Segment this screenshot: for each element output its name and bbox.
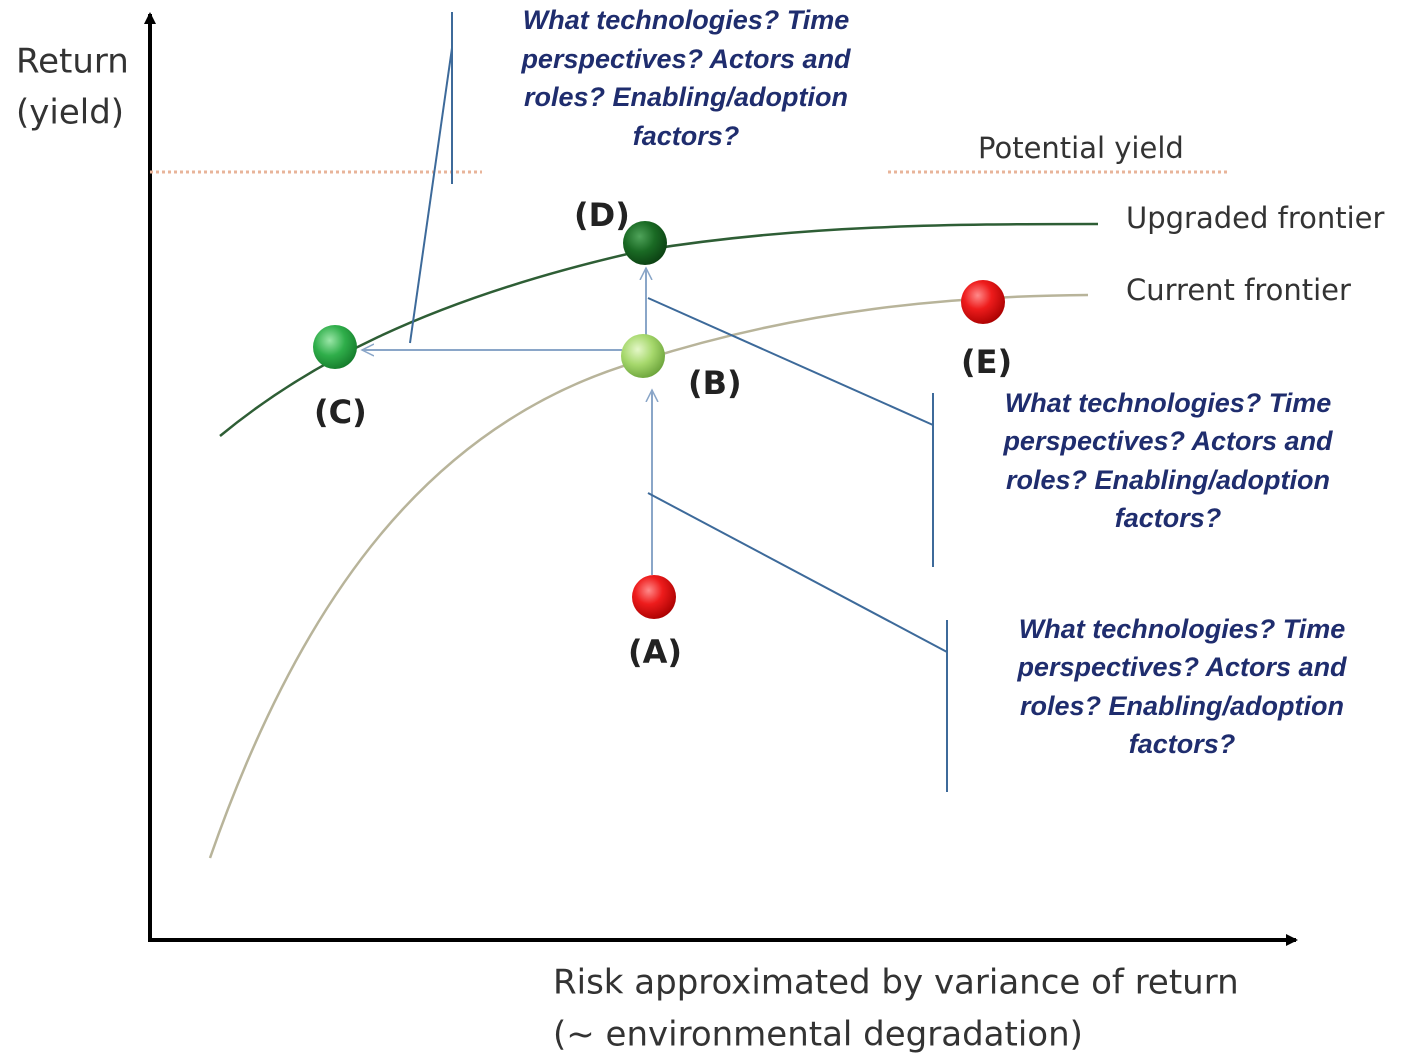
point-c xyxy=(313,325,357,369)
callout-line: perspectives? Actors and xyxy=(1016,652,1347,682)
callout-connectors xyxy=(409,12,948,792)
callout-line: perspectives? Actors and xyxy=(1002,426,1333,456)
potential-yield-label: Potential yield xyxy=(978,131,1184,165)
callout-line: perspectives? Actors and xyxy=(520,44,851,74)
point-label: (B) xyxy=(688,364,742,402)
point-label: (E) xyxy=(961,343,1012,381)
current-frontier-label: Current frontier xyxy=(1126,273,1351,307)
point-a xyxy=(632,575,676,619)
callout-line: What technologies? Time xyxy=(1019,614,1346,644)
y-axis-label: (yield) xyxy=(16,93,124,133)
point-e xyxy=(961,280,1005,324)
point-label: (D) xyxy=(574,196,630,234)
callout-line: roles? Enabling/adoption xyxy=(1006,465,1330,495)
x-axis-label: (~ environmental degradation) xyxy=(553,1015,1083,1055)
y-axis-label: Return xyxy=(16,42,129,82)
point-label: (A) xyxy=(628,633,682,671)
callout-line: roles? Enabling/adoption xyxy=(1020,691,1344,721)
callout-line: factors? xyxy=(1129,729,1236,759)
callout-line: factors? xyxy=(1115,503,1222,533)
point-b xyxy=(621,334,665,378)
x-axis-label: Risk approximated by variance of return xyxy=(553,963,1239,1003)
callout: What technologies? Time perspectives? Ac… xyxy=(1016,614,1347,759)
point-label: (C) xyxy=(314,393,367,431)
point-d xyxy=(623,221,667,265)
current-frontier xyxy=(208,293,1089,859)
callout: What technologies? Time perspectives? Ac… xyxy=(520,5,851,151)
callout-line: What technologies? Time xyxy=(523,5,850,35)
callout-line: factors? xyxy=(633,121,740,151)
upgraded-frontier-label: Upgraded frontier xyxy=(1126,201,1385,235)
callout: What technologies? Time perspectives? Ac… xyxy=(1002,388,1333,533)
callout-line: roles? Enabling/adoption xyxy=(524,82,848,112)
callout-line: What technologies? Time xyxy=(1005,388,1332,418)
